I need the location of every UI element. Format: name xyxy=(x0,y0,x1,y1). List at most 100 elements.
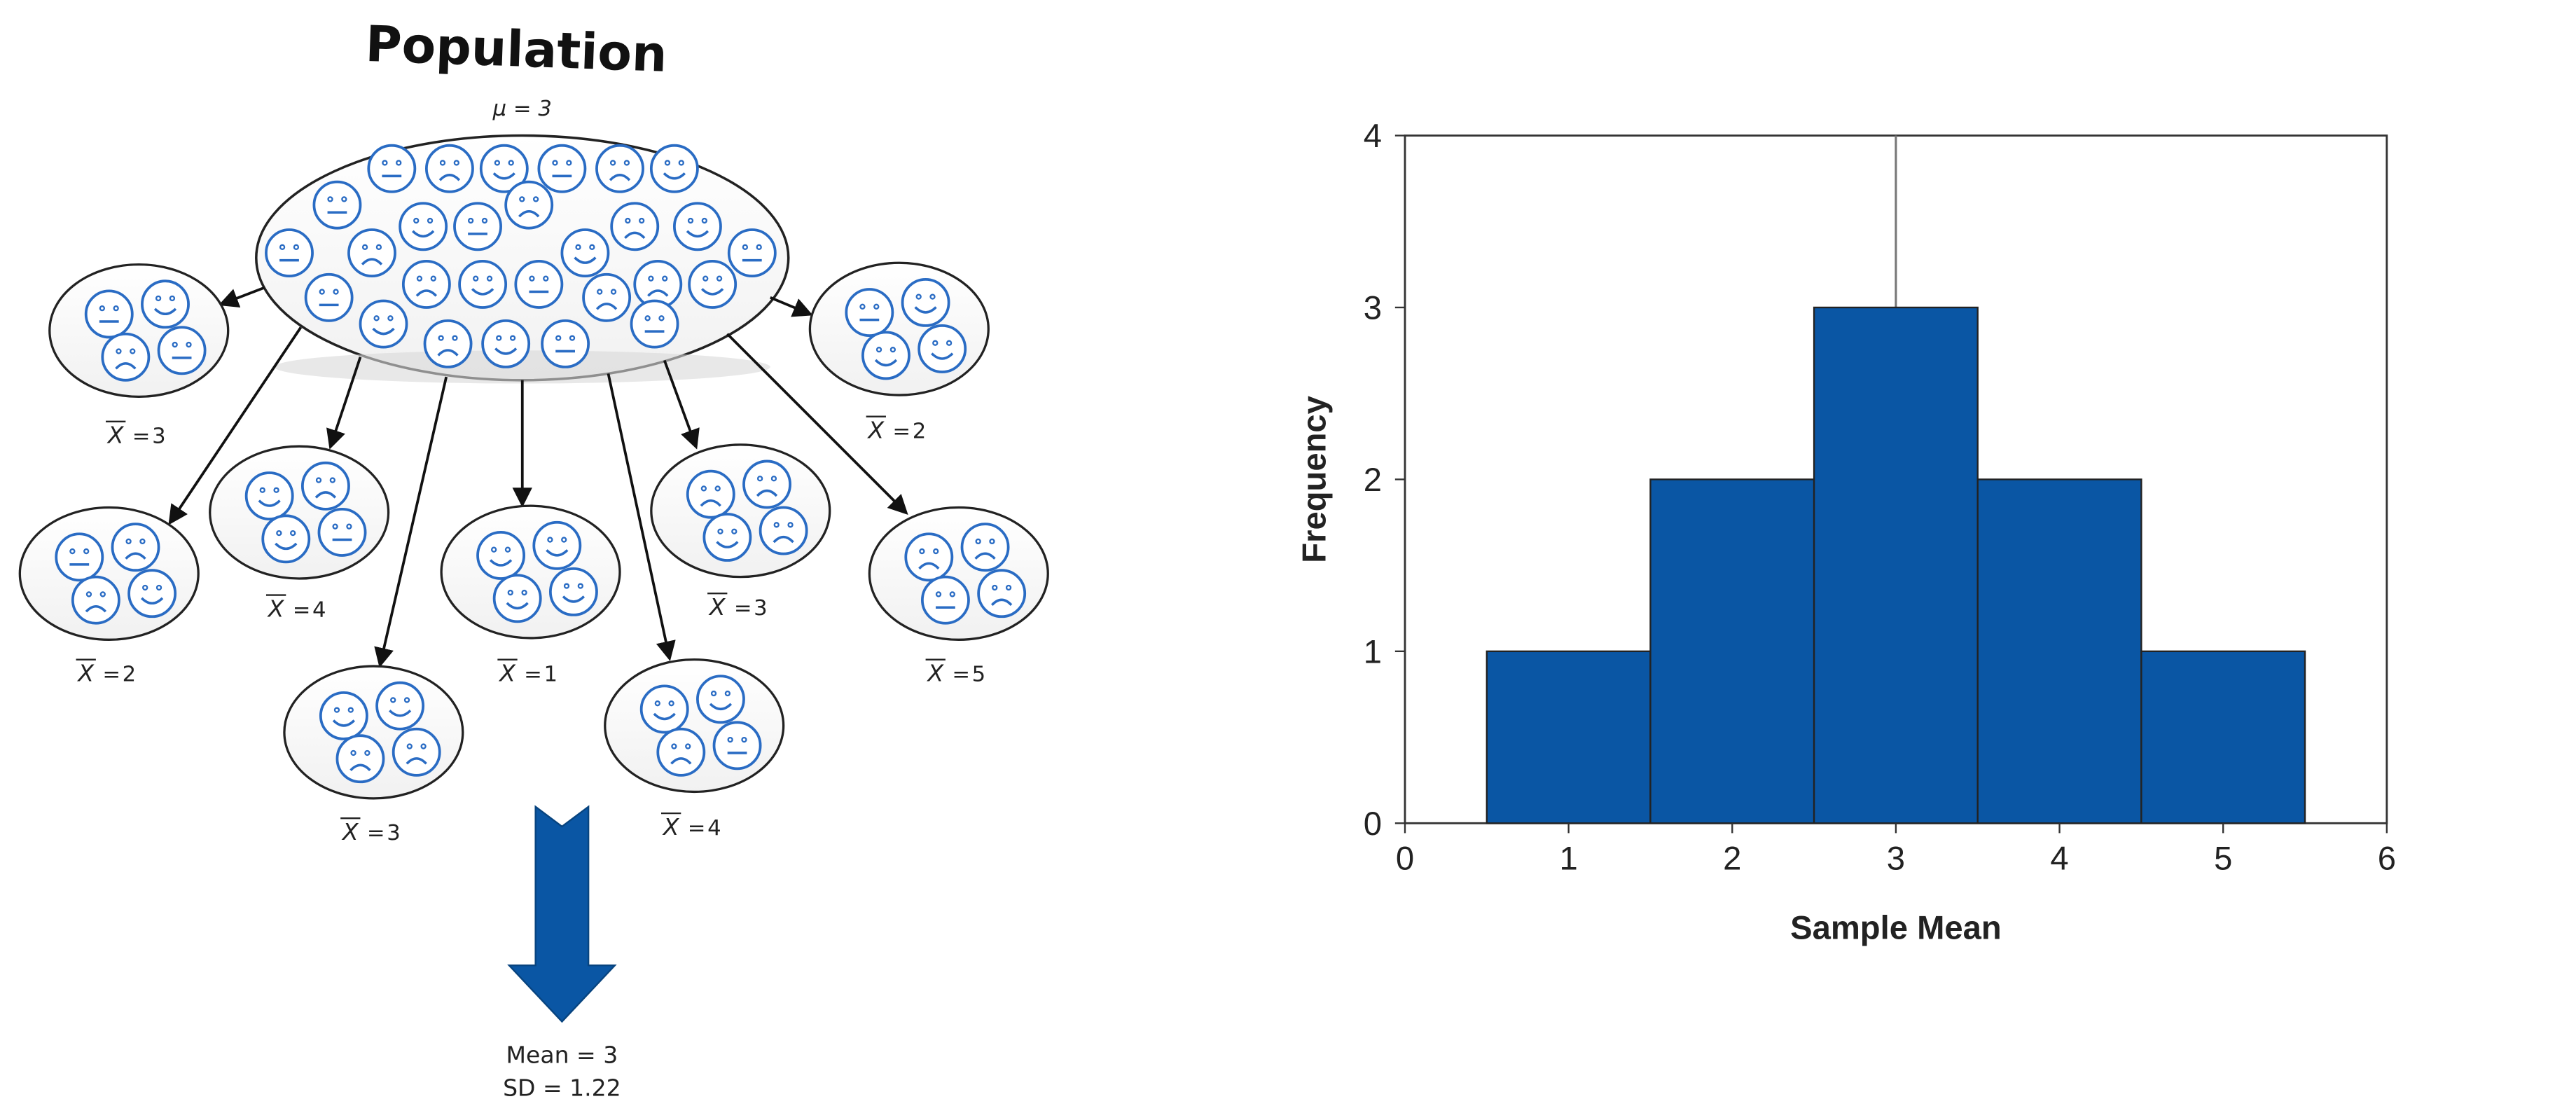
sad-face-icon xyxy=(904,532,954,582)
sad-face-icon xyxy=(759,506,808,555)
neutral-face-icon xyxy=(727,228,777,278)
neutral-face-icon xyxy=(920,575,970,625)
histogram-bar xyxy=(1813,306,1979,824)
sample-mid-left: X = 2 xyxy=(18,506,200,686)
x-tick-label: 3 xyxy=(1887,840,1905,877)
neutral-face-icon xyxy=(265,228,314,278)
population-faces xyxy=(265,144,777,368)
svg-text:X: X xyxy=(498,659,516,686)
sad-face-icon xyxy=(686,469,735,519)
x-tick-label: 5 xyxy=(2214,840,2232,877)
happy-face-icon xyxy=(688,259,738,309)
sample-mean-label: X = 2 xyxy=(866,415,927,443)
sample-mean-label: X = 1 xyxy=(497,658,558,686)
neutral-face-icon xyxy=(514,259,564,309)
x-tick-label: 6 xyxy=(2378,840,2396,877)
y-axis-ticks: 0 1 2 3 4 xyxy=(1364,118,1406,843)
sample-mean-label: X = 5 xyxy=(925,658,985,686)
sample-mean-value: 2 xyxy=(913,419,927,443)
svg-text:X: X xyxy=(76,659,95,686)
sample-center: X = 1 xyxy=(440,504,621,686)
x-tick-label: 1 xyxy=(1560,840,1578,877)
sad-face-icon xyxy=(595,144,644,193)
svg-text:=: = xyxy=(688,816,706,841)
neutral-face-icon xyxy=(317,507,367,557)
neutral-face-icon xyxy=(541,319,590,368)
svg-text:=: = xyxy=(102,662,120,686)
sample-mean-value: 4 xyxy=(312,597,326,622)
sad-face-icon xyxy=(977,569,1027,618)
neutral-face-icon xyxy=(367,144,417,193)
sample-top-right: X = 2 xyxy=(808,261,990,443)
sample-top-left: X = 3 xyxy=(48,263,230,448)
happy-face-icon xyxy=(476,531,526,580)
arrow-to-top-left xyxy=(218,286,265,307)
neutral-face-icon xyxy=(84,289,134,339)
sample-mean-value: 4 xyxy=(707,816,721,841)
happy-face-icon xyxy=(696,675,745,724)
svg-text:=: = xyxy=(524,662,542,686)
x-axis-label: Sample Mean xyxy=(1790,909,2002,946)
x-tick-label: 2 xyxy=(1723,840,1741,877)
sad-face-icon xyxy=(960,523,1010,572)
happy-face-icon xyxy=(359,299,408,349)
arrow-to-bottom-right xyxy=(607,373,676,661)
happy-face-icon xyxy=(141,279,190,329)
sad-face-icon xyxy=(504,180,554,230)
svg-text:X: X xyxy=(341,818,359,845)
population-title: Population xyxy=(364,15,667,83)
sampling-arrows xyxy=(168,286,908,668)
happy-face-icon xyxy=(639,684,689,734)
sad-face-icon xyxy=(742,459,791,509)
happy-face-icon xyxy=(532,520,582,570)
svg-text:=: = xyxy=(734,596,752,621)
happy-face-icon xyxy=(244,471,294,520)
svg-text:X: X xyxy=(662,813,680,841)
svg-text:X: X xyxy=(267,595,285,622)
histogram-bar xyxy=(1486,650,1651,824)
arrow-to-bottom-left xyxy=(374,376,448,668)
sample-mean-value: 3 xyxy=(152,424,166,448)
sample-mean-label: X = 4 xyxy=(661,812,721,841)
sad-face-icon xyxy=(610,202,660,251)
histogram-bar xyxy=(1649,478,1815,824)
histogram-bars xyxy=(1486,306,2306,824)
sad-face-icon xyxy=(111,523,160,572)
x-tick-label: 4 xyxy=(2050,840,2068,877)
sad-face-icon xyxy=(335,734,385,784)
happy-face-icon xyxy=(479,144,529,193)
sample-bottom-right: X = 4 xyxy=(604,658,785,841)
arrow-to-mid-left-inner xyxy=(326,357,362,450)
sad-face-icon xyxy=(300,461,350,511)
population-oval-shadow xyxy=(274,350,770,384)
sample-mean-label: X = 3 xyxy=(707,593,768,621)
neutral-face-icon xyxy=(312,180,362,230)
summary-down-arrow xyxy=(507,805,617,1023)
arrow-to-top-right xyxy=(770,296,813,317)
arrow-to-mid-right-inner xyxy=(663,359,700,450)
sampling-distribution-mean: Mean = 3 xyxy=(506,1041,618,1068)
happy-face-icon xyxy=(649,144,699,193)
happy-face-icon xyxy=(261,514,311,564)
happy-face-icon xyxy=(399,202,448,251)
sad-face-icon xyxy=(392,727,441,777)
happy-face-icon xyxy=(492,574,542,623)
happy-face-icon xyxy=(375,681,425,731)
svg-text:X: X xyxy=(866,416,885,443)
svg-text:X: X xyxy=(926,659,944,686)
sample-mean-label: X = 4 xyxy=(265,594,326,622)
happy-face-icon xyxy=(458,259,508,309)
neutral-face-icon xyxy=(304,272,354,322)
neutral-face-icon xyxy=(630,299,679,349)
happy-face-icon xyxy=(548,567,598,616)
x-axis-ticks: 0 1 2 3 4 5 6 xyxy=(1396,823,2396,877)
svg-text:=: = xyxy=(367,821,385,845)
arrow-to-mid-right xyxy=(726,333,908,515)
y-tick-label: 4 xyxy=(1364,118,1382,155)
svg-text:=: = xyxy=(892,419,910,443)
sample-ovals: X = 3 X = 2 X = 2 X = 4 X = 1 X = 3 X = 5 X = 3 X = 4 xyxy=(18,261,1049,845)
sad-face-icon xyxy=(71,575,120,625)
sample-mean-label: X = 3 xyxy=(340,817,401,845)
y-axis-label: Frequency xyxy=(1296,396,1334,563)
